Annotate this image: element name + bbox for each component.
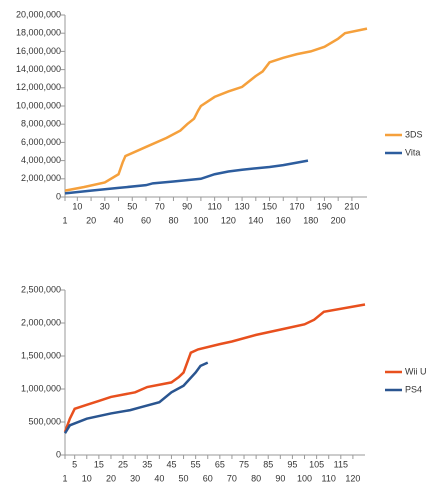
x-tick-label: 50: [127, 201, 137, 211]
x-tick-label: 55: [191, 459, 201, 469]
data-line: [63, 303, 366, 433]
x-tick-label: 1: [62, 215, 67, 225]
y-tick-label: 2,000,000: [21, 317, 61, 327]
x-tick-label: 140: [248, 215, 263, 225]
data-line: [64, 159, 309, 195]
x-tick-label: 110: [207, 201, 221, 211]
x-tick-label: 10: [72, 201, 82, 211]
x-tick-label: 5: [72, 459, 77, 469]
legend-label: PS4: [405, 384, 422, 394]
x-tick-label: 90: [182, 201, 192, 211]
x-tick-label: 15: [94, 459, 104, 469]
x-tick-label: 100: [297, 473, 312, 483]
x-tick-label: 120: [221, 215, 236, 225]
data-line: [63, 361, 209, 434]
x-tick-label: 20: [86, 215, 96, 225]
x-tick-label: 85: [263, 459, 273, 469]
x-tick-label: 70: [155, 201, 165, 211]
x-tick-label: 1: [62, 473, 67, 483]
x-tick-label: 10: [82, 473, 92, 483]
x-tick-label: 180: [303, 215, 318, 225]
y-tick-label: 0: [56, 191, 61, 201]
y-tick-label: 2,500,000: [21, 284, 61, 294]
x-tick-label: 100: [193, 215, 208, 225]
x-tick-label: 40: [154, 473, 164, 483]
y-tick-label: 4,000,000: [21, 155, 61, 165]
x-tick-label: 40: [114, 215, 124, 225]
x-tick-label: 160: [276, 215, 291, 225]
x-tick-label: 45: [166, 459, 176, 469]
x-tick-label: 210: [344, 201, 359, 211]
legend-label: 3DS: [405, 129, 423, 139]
x-tick-label: 115: [334, 459, 348, 469]
x-tick-label: 50: [179, 473, 189, 483]
x-tick-label: 190: [317, 201, 332, 211]
y-tick-label: 12,000,000: [16, 82, 61, 92]
x-tick-label: 130: [235, 201, 250, 211]
x-tick-label: 80: [251, 473, 261, 483]
x-tick-label: 25: [118, 459, 128, 469]
y-tick-label: 2,000,000: [21, 173, 61, 183]
x-tick-label: 120: [345, 473, 360, 483]
y-tick-label: 8,000,000: [21, 119, 61, 129]
y-tick-label: 20,000,000: [16, 9, 61, 19]
x-tick-label: 20: [106, 473, 116, 483]
x-tick-label: 30: [130, 473, 140, 483]
legend-label: Vita: [405, 147, 420, 157]
y-tick-label: 1,500,000: [21, 350, 61, 360]
x-tick-label: 30: [100, 201, 110, 211]
x-tick-label: 60: [141, 215, 151, 225]
y-tick-label: 10,000,000: [16, 100, 61, 110]
x-tick-label: 60: [203, 473, 213, 483]
legend-label: Wii U: [405, 366, 427, 376]
data-line: [64, 27, 368, 192]
x-tick-label: 105: [309, 459, 324, 469]
x-tick-label: 200: [331, 215, 346, 225]
x-tick-label: 75: [239, 459, 249, 469]
y-tick-label: 18,000,000: [16, 28, 61, 38]
y-tick-label: 0: [56, 449, 61, 459]
y-tick-label: 6,000,000: [21, 137, 61, 147]
y-tick-label: 14,000,000: [16, 64, 61, 74]
y-tick-label: 500,000: [28, 416, 61, 426]
x-tick-label: 35: [142, 459, 152, 469]
y-tick-label: 1,000,000: [21, 383, 61, 393]
x-tick-label: 70: [227, 473, 237, 483]
y-tick-label: 16,000,000: [16, 46, 61, 56]
x-tick-label: 90: [275, 473, 285, 483]
x-tick-label: 150: [262, 201, 277, 211]
x-tick-label: 65: [215, 459, 225, 469]
x-tick-label: 170: [289, 201, 304, 211]
x-tick-label: 95: [287, 459, 297, 469]
x-tick-label: 110: [322, 473, 336, 483]
x-tick-label: 80: [168, 215, 178, 225]
